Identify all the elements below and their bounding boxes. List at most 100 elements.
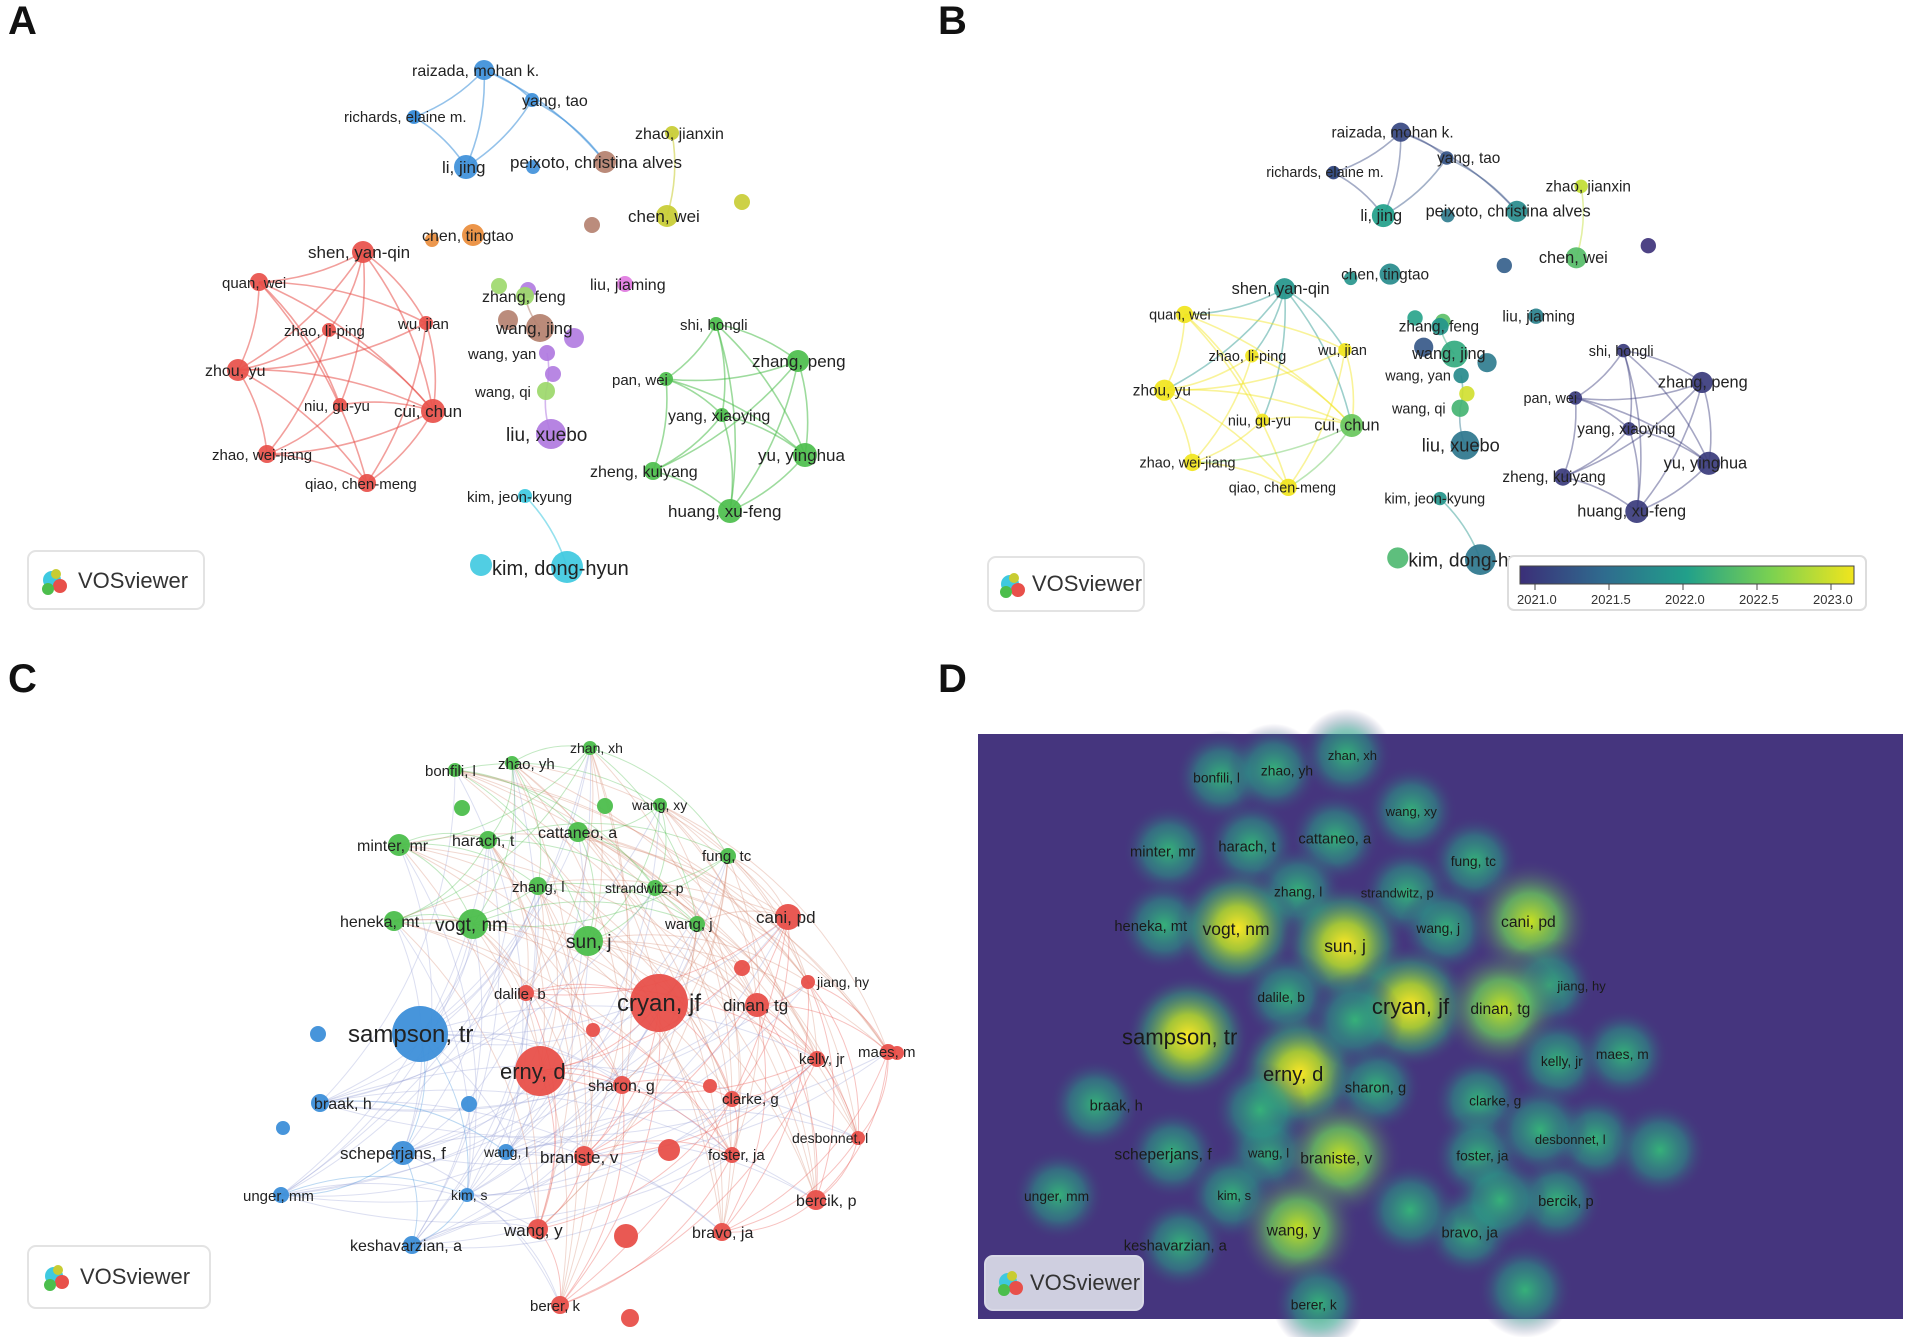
author-label: foster, ja	[1456, 1149, 1508, 1164]
node-zhou-yu	[1153, 379, 1176, 401]
node-peixoto-christina-alves	[594, 151, 616, 173]
author-label: kelly, jr	[799, 1051, 845, 1068]
node-braniste-v	[574, 1146, 594, 1166]
author-label: zhan, xh	[570, 740, 623, 756]
link	[419, 1005, 818, 1060]
link	[258, 251, 364, 283]
link	[411, 1002, 660, 1246]
author-label: wu, jian	[1317, 343, 1367, 359]
node	[586, 1023, 600, 1037]
author-label: zhang, feng	[1399, 319, 1479, 336]
author-label: braak, h	[1090, 1098, 1143, 1114]
link	[328, 329, 434, 412]
node	[1387, 547, 1409, 569]
link	[393, 920, 539, 1230]
author-label: raizada, mohan k.	[412, 63, 539, 80]
link	[721, 1051, 889, 1233]
density-blob	[1362, 1162, 1458, 1258]
author-label: zhao, li-ping	[284, 323, 365, 340]
link	[487, 839, 733, 1100]
link	[237, 251, 364, 371]
author-label: wang, yan	[1384, 369, 1451, 385]
link	[1636, 382, 1703, 512]
link	[419, 916, 789, 1037]
node-pan-wei	[659, 372, 673, 386]
link	[1622, 350, 1633, 430]
panel-b-nodes: raizada, mohan k. yang, tao richards, elai…	[1133, 122, 1748, 575]
node-kim-dong-hyun	[551, 551, 583, 583]
link	[1184, 313, 1264, 421]
link	[398, 844, 818, 1060]
author-label: wang, y	[503, 1221, 563, 1240]
node-zhao-jianxin	[665, 126, 679, 140]
author-label: bonfili, l	[425, 763, 476, 780]
node-zheng-kuiyang	[1554, 468, 1572, 486]
density-blob	[1122, 804, 1215, 897]
link	[505, 1051, 889, 1158]
link	[1261, 288, 1286, 421]
link	[525, 992, 557, 1230]
density-blob	[1300, 708, 1393, 801]
author-label: cui, chun	[1314, 417, 1379, 435]
author-label: foster, ja	[708, 1147, 765, 1164]
link	[487, 822, 729, 857]
node-kim-jeon-kyung	[1433, 491, 1447, 506]
vosviewer-brand-text: VOSviewer	[78, 568, 188, 593]
author-label: unger, mm	[1024, 1189, 1089, 1204]
author-label: maes, m	[1596, 1047, 1649, 1062]
link	[258, 281, 341, 406]
link	[258, 281, 427, 324]
link	[537, 855, 729, 894]
author-label: fung, tc	[702, 848, 752, 865]
link	[715, 323, 806, 456]
author-label: cani, pd	[1501, 914, 1556, 931]
link	[362, 251, 434, 412]
node-dalile-b	[518, 985, 534, 1001]
link	[525, 992, 623, 1086]
link	[237, 369, 268, 455]
vosviewer-badge-d: VOSviewer	[984, 1255, 1144, 1311]
link	[419, 1033, 733, 1156]
link	[665, 378, 806, 456]
link	[1184, 313, 1290, 488]
link	[559, 1154, 733, 1306]
node-zheng-kuiyang	[644, 462, 662, 480]
node-kelly-jr	[809, 1051, 825, 1067]
node-wu-jian	[419, 316, 433, 330]
node-zhang-feng	[516, 287, 534, 305]
author-label: wang, yan	[467, 346, 536, 363]
author-label: qiao, chen-meng	[305, 476, 417, 493]
node	[454, 800, 470, 816]
link	[487, 839, 578, 1306]
panel-d-labels: bonfili, l zhao, yh zhan, xh wang, xy minter…	[1024, 748, 1649, 1313]
author-label: cui, chun	[394, 402, 462, 421]
link	[419, 1002, 660, 1046]
link	[466, 1098, 733, 1196]
link	[402, 923, 698, 1154]
node-sharon-g	[613, 1076, 631, 1094]
node-kim-jeon-kyung	[518, 489, 532, 503]
link	[266, 410, 434, 455]
link	[362, 251, 427, 324]
author-label: vogt, nm	[435, 915, 508, 936]
node-wang-jing	[1440, 340, 1468, 368]
link	[539, 747, 603, 1072]
node-li-jing	[1371, 204, 1395, 228]
author-label: cryan, jf	[1372, 994, 1450, 1019]
link	[402, 1135, 585, 1157]
density-blob	[1049, 1058, 1142, 1151]
link	[466, 923, 698, 1196]
node	[276, 1121, 290, 1135]
link	[621, 1079, 733, 1100]
node-zhao-li-ping	[322, 323, 336, 337]
link	[402, 1098, 733, 1165]
link	[1287, 349, 1346, 488]
panel-letter-b: B	[938, 0, 967, 43]
link	[393, 919, 818, 1060]
link	[654, 804, 667, 889]
link	[454, 769, 817, 1201]
link	[1184, 313, 1353, 427]
author-label: braak, h	[314, 1096, 372, 1113]
scale-tick-label: 2022.0	[1665, 592, 1705, 607]
node-yu-yinghua	[793, 443, 817, 467]
